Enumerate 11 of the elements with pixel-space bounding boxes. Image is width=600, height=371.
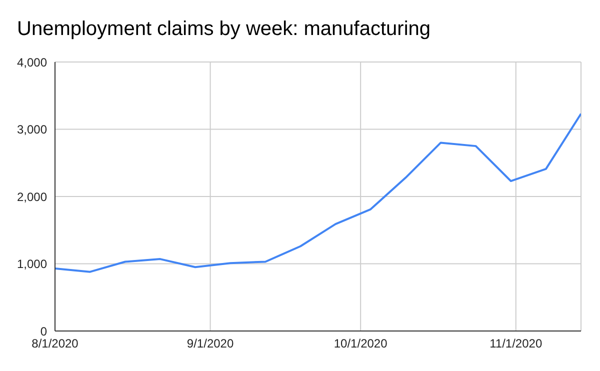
x-tick-label: 9/1/2020 — [186, 336, 234, 351]
y-tick-label: 3,000 — [16, 122, 48, 137]
chart-title: Unemployment claims by week: manufacturing — [17, 18, 431, 41]
x-tick-label: 11/1/2020 — [490, 336, 542, 351]
x-tick-label: 8/1/2020 — [32, 336, 79, 351]
y-tick-label: 2,000 — [16, 190, 48, 204]
y-tick-label: 1,000 — [16, 257, 48, 272]
y-tick-label: 4,000 — [16, 55, 48, 70]
line-series — [55, 112, 581, 273]
y-tick-label: 0 — [40, 324, 48, 338]
x-tick-label: 10/1/2020 — [334, 336, 388, 351]
